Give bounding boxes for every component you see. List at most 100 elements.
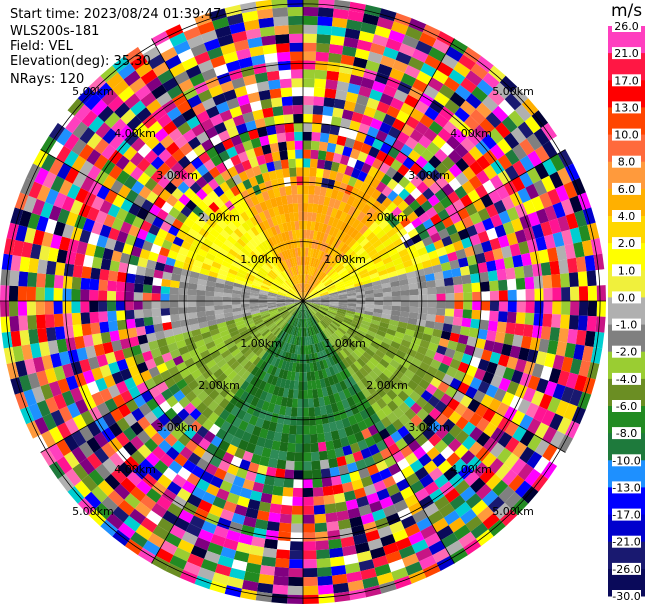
range-gate xyxy=(66,183,81,200)
range-gate xyxy=(238,56,253,69)
range-gate xyxy=(321,387,329,397)
range-gate xyxy=(285,298,295,301)
range-gate xyxy=(81,474,98,492)
range-gate xyxy=(318,272,326,281)
range-gate xyxy=(109,134,125,150)
range-gate xyxy=(494,258,506,271)
range-gate xyxy=(202,171,214,184)
range-gate xyxy=(211,332,222,341)
range-gate xyxy=(278,288,288,294)
range-gate xyxy=(256,436,267,448)
range-gate xyxy=(487,270,498,282)
range-gate xyxy=(337,291,347,296)
range-gate xyxy=(319,320,327,329)
range-gate xyxy=(524,115,541,134)
range-gate xyxy=(341,192,351,204)
range-gate xyxy=(416,168,429,182)
range-gate xyxy=(291,287,298,295)
range-gate xyxy=(254,378,263,389)
range-gate xyxy=(339,243,348,253)
range-gate xyxy=(363,521,378,534)
range-gate xyxy=(130,54,148,71)
range-gate xyxy=(346,287,356,292)
range-gate xyxy=(12,239,25,257)
range-gate xyxy=(400,289,410,296)
range-gate xyxy=(567,328,578,345)
range-gate xyxy=(470,522,489,539)
range-gate xyxy=(162,77,179,92)
range-gate xyxy=(187,228,199,239)
range-gate xyxy=(519,155,535,172)
range-gate xyxy=(411,539,429,554)
range-gate xyxy=(534,422,550,440)
range-gate xyxy=(71,446,87,464)
range-gate xyxy=(397,273,408,281)
range-gate xyxy=(447,438,462,453)
range-gate xyxy=(333,199,342,210)
range-gate xyxy=(593,253,605,271)
range-gate xyxy=(427,307,437,315)
range-gate xyxy=(267,259,275,268)
range-gate xyxy=(290,221,296,231)
range-gate xyxy=(236,354,247,364)
range-gate xyxy=(451,324,462,335)
range-gate xyxy=(183,357,195,368)
range-gate xyxy=(336,190,345,202)
range-gate xyxy=(156,548,174,563)
range-gate xyxy=(191,465,205,479)
range-gate xyxy=(339,436,350,448)
range-gate xyxy=(366,360,376,371)
range-gate xyxy=(118,499,135,516)
range-gate xyxy=(160,540,178,556)
range-gate xyxy=(277,319,286,328)
range-gate xyxy=(207,345,219,355)
range-gate xyxy=(353,487,367,499)
range-gate xyxy=(446,135,461,150)
range-gate xyxy=(392,354,404,365)
range-gate xyxy=(217,555,234,568)
range-gate xyxy=(408,250,420,260)
range-gate xyxy=(279,213,287,224)
range-gate xyxy=(75,187,89,204)
range-gate xyxy=(0,301,10,317)
range-gate xyxy=(549,327,560,342)
range-gate xyxy=(286,352,292,362)
range-gate xyxy=(298,220,303,230)
range-gate xyxy=(223,89,237,102)
range-gate xyxy=(240,294,250,299)
range-gate xyxy=(198,321,209,329)
range-gate xyxy=(58,351,71,366)
range-gate xyxy=(242,281,253,288)
range-gate xyxy=(317,25,332,36)
range-gate xyxy=(294,131,303,141)
range-gate xyxy=(344,137,356,149)
range-gate xyxy=(139,342,151,354)
range-gate xyxy=(474,221,486,234)
colorbar-tick-box xyxy=(612,535,641,548)
range-gate xyxy=(344,345,354,354)
range-gate xyxy=(254,518,269,530)
range-gate xyxy=(303,541,317,551)
range-gate xyxy=(441,156,456,170)
range-gate xyxy=(405,472,420,487)
range-gate xyxy=(91,256,103,269)
range-gate xyxy=(407,317,418,326)
range-gate xyxy=(303,149,311,159)
range-gate xyxy=(407,363,419,374)
range-gate xyxy=(165,335,176,346)
range-gate xyxy=(455,172,469,186)
range-gate xyxy=(351,337,361,346)
range-gate xyxy=(387,400,399,412)
range-gate xyxy=(264,52,278,64)
range-gate xyxy=(194,537,211,551)
range-gate xyxy=(200,558,218,573)
range-gate xyxy=(258,325,267,333)
range-gate xyxy=(596,285,606,301)
range-gate xyxy=(171,372,184,384)
range-gate xyxy=(452,350,464,362)
range-gate xyxy=(328,291,338,296)
range-gate xyxy=(194,216,206,228)
range-gate xyxy=(309,266,314,276)
range-gate xyxy=(441,54,459,70)
range-gate xyxy=(329,247,337,257)
